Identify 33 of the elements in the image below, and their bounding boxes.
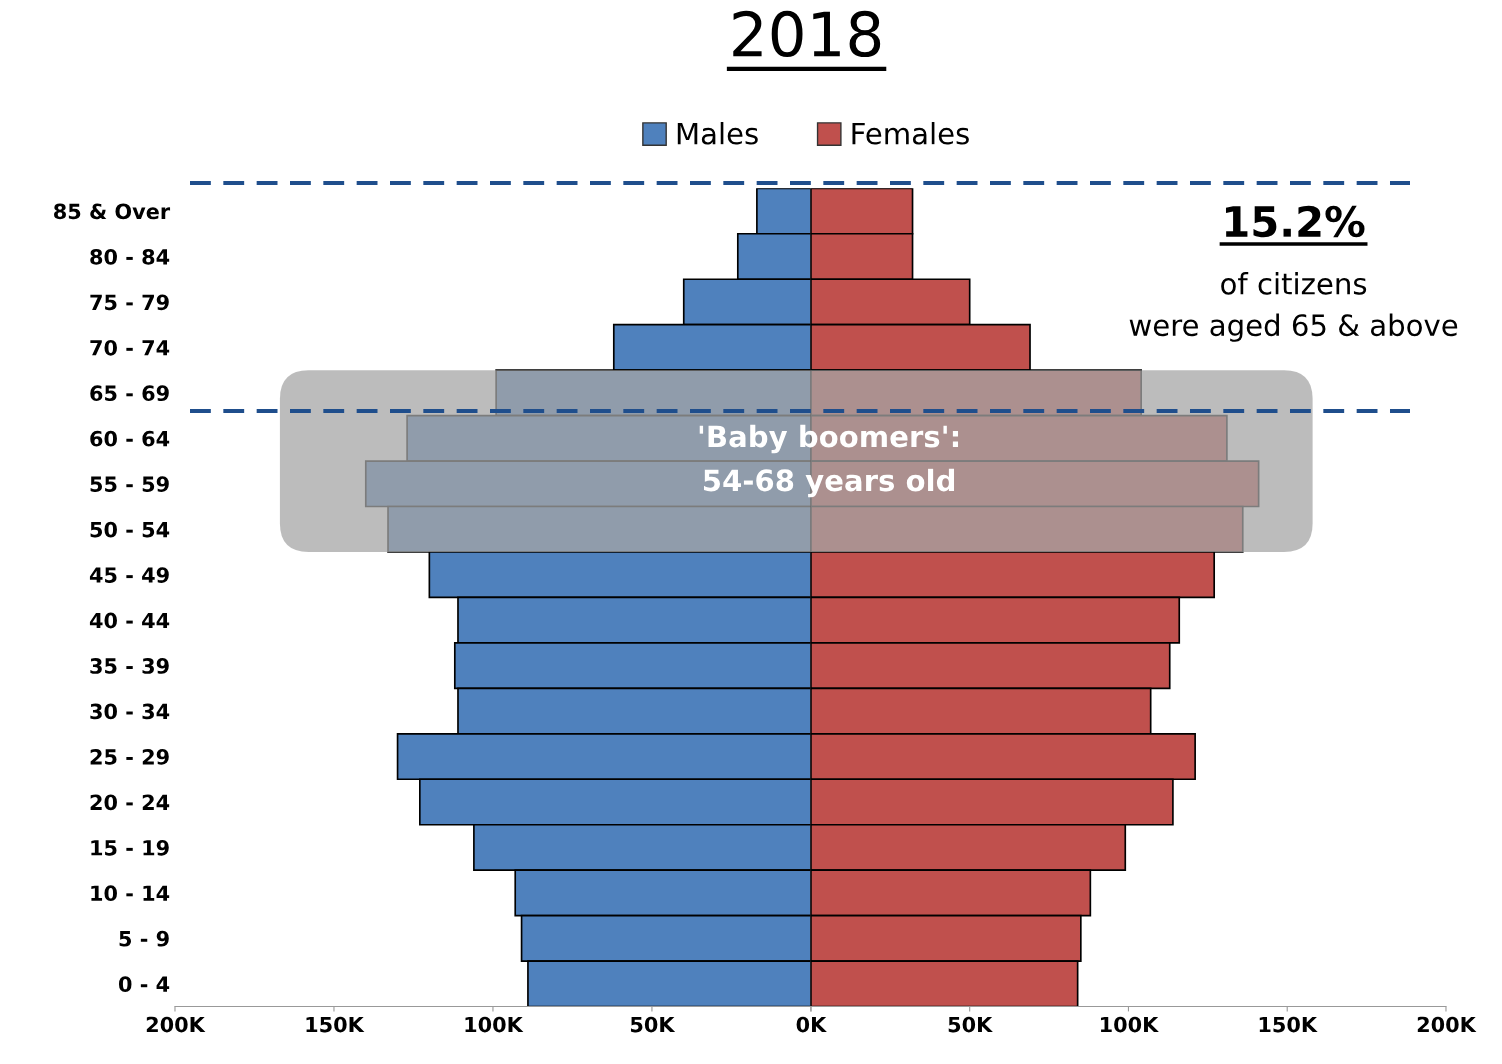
- y-tick-label: 15 - 19: [91, 839, 169, 856]
- y-tick-label: 80 - 84: [90, 248, 170, 265]
- y-tick-label: 65 - 69: [90, 385, 169, 402]
- y-tick-label: 70 - 74: [90, 339, 170, 356]
- x-tick-label: 0K: [796, 1016, 827, 1033]
- y-tick-label: 5 - 9: [119, 930, 169, 947]
- y-tick-label: 60 - 64: [90, 430, 170, 447]
- y-tick-label: 85 & Over: [54, 203, 171, 220]
- x-tick-label: 200K: [146, 1016, 206, 1033]
- y-tick-label: 10 - 14: [91, 885, 170, 902]
- y-tick-label: 0 - 4: [118, 976, 170, 993]
- annotation: 15.2%: [1225, 205, 1365, 238]
- y-tick-label: 75 - 79: [90, 294, 169, 311]
- band-label: 'Baby boomers': 54-68 years old: [699, 424, 959, 498]
- y-tick-label: 25 - 29: [90, 748, 169, 765]
- y-tick-label: 30 - 34: [90, 703, 170, 720]
- chart-title: 2018: [733, 10, 881, 58]
- x-tick-label: 100K: [465, 1016, 524, 1033]
- legend-label: Males: [677, 122, 758, 145]
- x-tick-label: 150K: [306, 1016, 365, 1033]
- y-tick-label: 45 - 49: [89, 567, 169, 583]
- x-tick-label: 50K: [630, 1016, 676, 1033]
- y-tick-label: 50 - 54: [90, 521, 170, 538]
- x-tick-label: 50K: [948, 1016, 993, 1033]
- x-tick-label: 100K: [1100, 1016, 1159, 1033]
- x-tick-label: 200K: [1417, 1016, 1477, 1033]
- y-tick-label: 35 - 39: [90, 658, 169, 674]
- y-tick-label: 40 - 44: [89, 612, 170, 629]
- annotation: of citizens were aged 65 & above: [1129, 272, 1458, 342]
- legend-label: Females: [852, 122, 969, 145]
- y-tick-label: 20 - 24: [90, 794, 170, 811]
- x-tick-label: 150K: [1259, 1016, 1318, 1033]
- y-tick-label: 55 - 59: [90, 476, 169, 493]
